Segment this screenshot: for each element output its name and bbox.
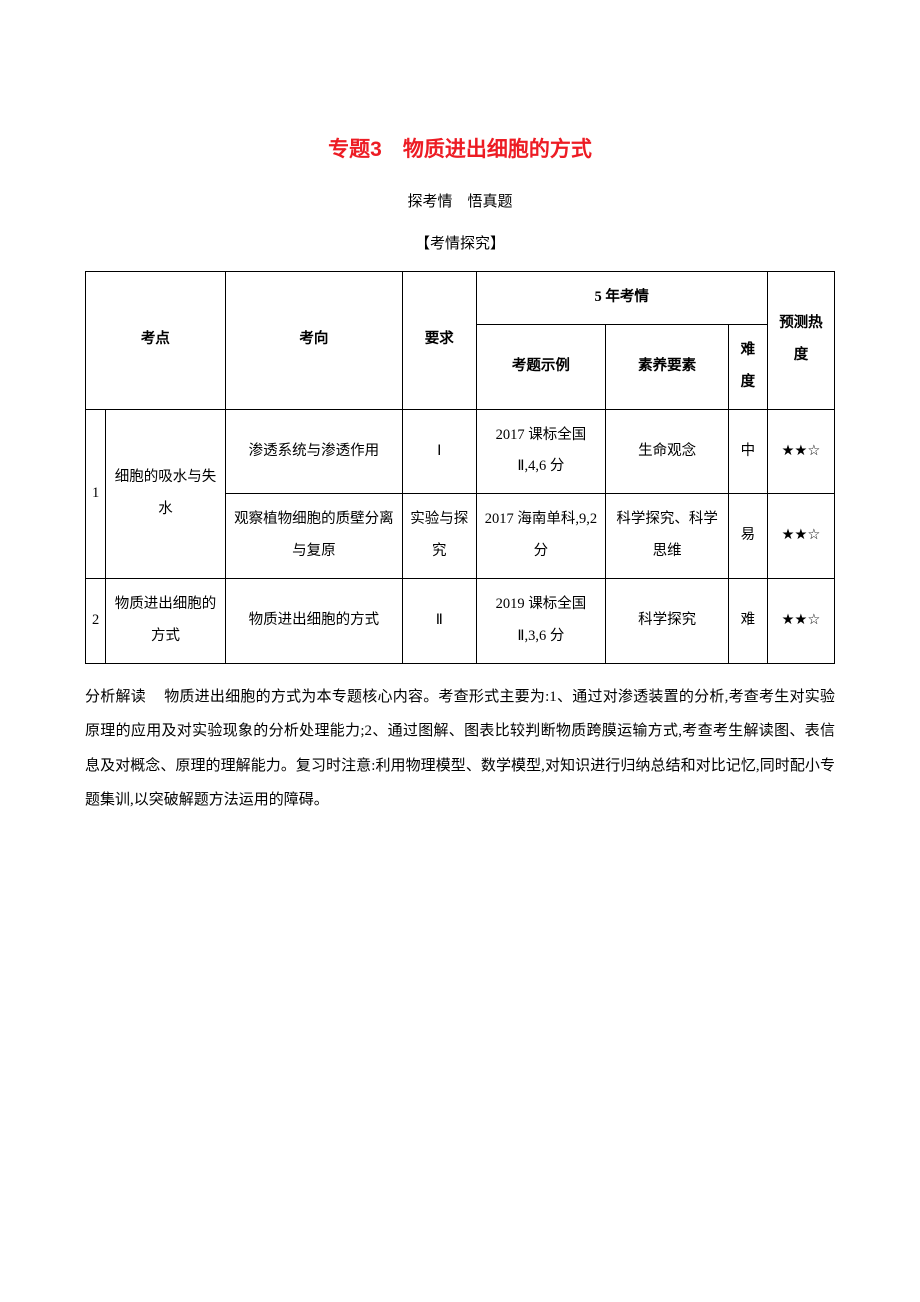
row-yaoqiu: 实验与探究 xyxy=(403,494,477,579)
row-num: 2 xyxy=(86,579,106,664)
page-subtitle: 探考情 悟真题 xyxy=(85,188,835,217)
section-header: 【考情探究】 xyxy=(85,230,835,259)
header-suyang-yaosu: 素养要素 xyxy=(606,324,729,409)
table-row: 2 物质进出细胞的方式 物质进出细胞的方式 Ⅱ 2019 课标全国Ⅱ,3,6 分… xyxy=(86,579,835,664)
row-kaoti: 2017 课标全国Ⅱ,4,6 分 xyxy=(476,409,606,494)
row-num: 1 xyxy=(86,409,106,579)
header-yaoqiu: 要求 xyxy=(403,271,477,409)
row-yaoqiu: Ⅱ xyxy=(403,579,477,664)
row-kaoxiang: 观察植物细胞的质壁分离与复原 xyxy=(225,494,402,579)
row-kaoti: 2017 海南单科,9,2 分 xyxy=(476,494,606,579)
row-redu: ★★☆ xyxy=(767,409,834,494)
header-yuce-redu: 预测热度 xyxy=(767,271,834,409)
table-header-row-1: 考点 考向 要求 5 年考情 预测热度 xyxy=(86,271,835,324)
row-kaodian: 细胞的吸水与失水 xyxy=(106,409,226,579)
exam-table: 考点 考向 要求 5 年考情 预测热度 考题示例 素养要素 难度 1 细胞的吸水… xyxy=(85,271,835,664)
analysis-paragraph: 分析解读物质进出细胞的方式为本专题核心内容。考查形式主要为:1、通过对渗透装置的… xyxy=(85,680,835,818)
row-nandu: 中 xyxy=(728,409,767,494)
row-nandu: 易 xyxy=(728,494,767,579)
row-kaoti: 2019 课标全国Ⅱ,3,6 分 xyxy=(476,579,606,664)
analysis-text: 物质进出细胞的方式为本专题核心内容。考查形式主要为:1、通过对渗透装置的分析,考… xyxy=(85,689,835,809)
row-kaoxiang: 渗透系统与渗透作用 xyxy=(225,409,402,494)
row-kaodian: 物质进出细胞的方式 xyxy=(106,579,226,664)
row-redu: ★★☆ xyxy=(767,494,834,579)
row-redu: ★★☆ xyxy=(767,579,834,664)
header-kaoxiang: 考向 xyxy=(225,271,402,409)
header-kaoti-shili: 考题示例 xyxy=(476,324,606,409)
header-kaodian: 考点 xyxy=(86,271,226,409)
row-kaoxiang: 物质进出细胞的方式 xyxy=(225,579,402,664)
row-suyang: 科学探究、科学思维 xyxy=(606,494,729,579)
analysis-label: 分析解读 xyxy=(85,689,146,705)
page-title: 专题3 物质进出细胞的方式 xyxy=(85,130,835,170)
header-five-year: 5 年考情 xyxy=(476,271,767,324)
table-row: 1 细胞的吸水与失水 渗透系统与渗透作用 Ⅰ 2017 课标全国Ⅱ,4,6 分 … xyxy=(86,409,835,494)
row-suyang: 生命观念 xyxy=(606,409,729,494)
header-nandu: 难度 xyxy=(728,324,767,409)
row-nandu: 难 xyxy=(728,579,767,664)
row-yaoqiu: Ⅰ xyxy=(403,409,477,494)
row-suyang: 科学探究 xyxy=(606,579,729,664)
